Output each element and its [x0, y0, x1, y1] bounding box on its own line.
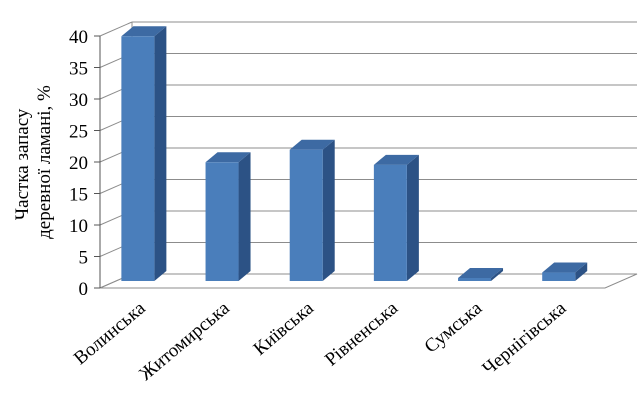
- bar-side: [575, 262, 588, 281]
- bar-top: [205, 152, 251, 163]
- category-label: Рівненська: [321, 297, 402, 370]
- bar-front: [373, 164, 407, 281]
- bar-top: [289, 139, 335, 150]
- bar-front: [205, 162, 239, 281]
- bar-side: [406, 154, 419, 281]
- bar-top: [458, 268, 504, 278]
- bar-front: [289, 149, 323, 281]
- bar: [289, 139, 335, 281]
- floor: [99, 273, 638, 289]
- y-axis-label: Частка запасу деревної ламані, %: [12, 85, 55, 239]
- bars: [121, 26, 588, 281]
- category-label: Київська: [250, 297, 319, 359]
- gridline-diagonal: [99, 21, 133, 37]
- bar-side: [322, 139, 335, 281]
- bar: [542, 262, 588, 281]
- y-tick-labels: 0 5 10 15 20 25 30 35 40: [69, 27, 88, 300]
- y-tick-label: 30: [69, 90, 88, 111]
- y-tick-label: 20: [69, 153, 88, 174]
- bar-top: [121, 26, 167, 37]
- bar-front: [121, 36, 155, 281]
- bar-front: [458, 278, 492, 281]
- bar: [458, 268, 504, 281]
- y-tick-label: 5: [79, 248, 89, 269]
- bar: [373, 154, 419, 281]
- category-label: Житомирська: [135, 297, 234, 385]
- bar: [205, 152, 251, 281]
- bar-top: [542, 262, 588, 273]
- y-tick-label: 15: [69, 185, 88, 206]
- bar-front: [542, 272, 576, 281]
- bar-side: [491, 268, 504, 281]
- y-axis-label-line-1: Частка запасу: [12, 108, 33, 220]
- y-tick-label: 35: [69, 59, 88, 80]
- y-axis-label-line-2: деревної ламані, %: [34, 85, 55, 239]
- gridlines: [99, 21, 637, 289]
- category-label: Чернігівська: [479, 297, 571, 379]
- axes: [94, 22, 638, 289]
- category-label: Сумська: [421, 297, 487, 357]
- bar-side: [154, 26, 167, 281]
- y-tick-label: 10: [69, 216, 88, 237]
- y-tick-label: 0: [79, 279, 89, 300]
- y-tick-label: 25: [69, 122, 88, 143]
- y-tick-label: 40: [69, 27, 88, 48]
- bar: [121, 26, 167, 281]
- bar-top: [373, 154, 419, 165]
- bar-side: [238, 152, 251, 281]
- category-label: Волинська: [70, 297, 150, 369]
